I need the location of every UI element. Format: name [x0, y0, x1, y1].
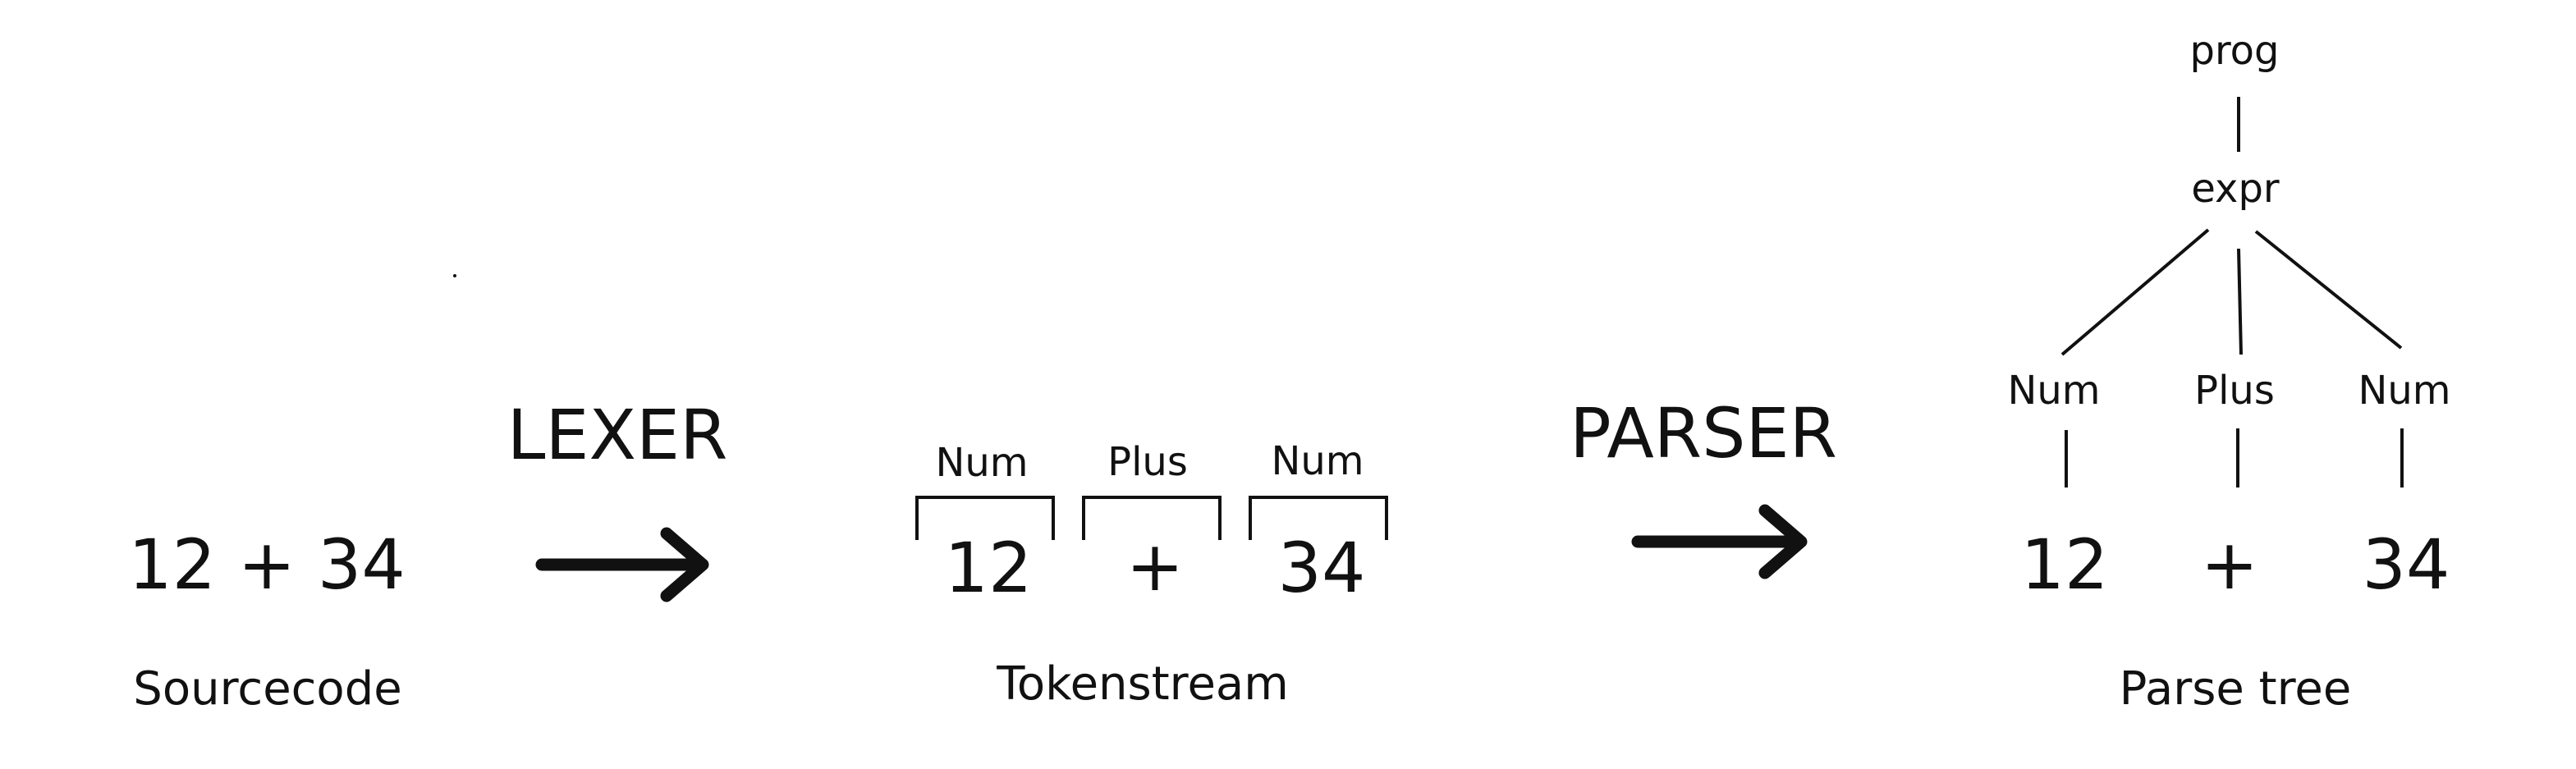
tree-expr-node: expr: [2191, 166, 2280, 212]
source-code: 12 + 34: [128, 524, 406, 605]
lexer-arrow: [535, 527, 709, 602]
tree-root-node: prog: [2189, 28, 2280, 74]
token-value: +: [1125, 526, 1185, 607]
tree-leaf: 12: [2020, 524, 2109, 605]
tree-leaf: 34: [2362, 524, 2450, 605]
tree-edge: [2237, 248, 2243, 355]
token-bracket: [915, 496, 1055, 540]
token-bracket: [1082, 496, 1222, 540]
token-bracket: [1249, 496, 1388, 540]
tree-caption: Parse tree: [2119, 662, 2352, 716]
source-caption: Sourcecode: [133, 662, 402, 716]
token-type-label: Plus: [1107, 439, 1188, 485]
stray-dot: [453, 274, 456, 277]
token-type-label: Num: [935, 440, 1029, 486]
tree-edge: [2060, 228, 2210, 356]
token-value: 34: [1277, 528, 1366, 608]
tree-child-node: Num: [2358, 368, 2451, 414]
lexer-label: LEXER: [506, 395, 728, 475]
token-value: 12: [944, 528, 1033, 608]
tokens-caption: Tokenstream: [997, 657, 1289, 711]
tree-child-node: Plus: [2194, 368, 2275, 414]
tree-leaf: +: [2200, 524, 2259, 605]
parser-arrow: [1631, 504, 1808, 579]
tree-child-node: Num: [2007, 368, 2101, 414]
token-type-label: Num: [1271, 438, 1364, 484]
parser-label: PARSER: [1570, 393, 1837, 474]
tree-edge: [2254, 230, 2403, 350]
